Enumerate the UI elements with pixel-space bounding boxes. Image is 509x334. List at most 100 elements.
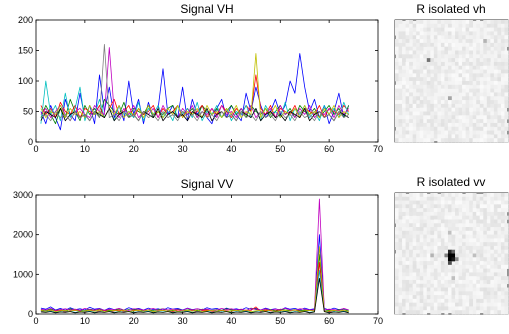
heatmap-cell (405, 249, 410, 254)
heatmap-cell (412, 306, 417, 311)
heatmap-cell (458, 84, 463, 89)
heatmap-cell (412, 96, 417, 101)
heatmap-cell (430, 230, 435, 235)
heatmap-cell (455, 272, 459, 277)
heatmap-cell (465, 119, 470, 124)
heatmap-cell (423, 287, 428, 292)
heatmap-cell (465, 92, 470, 97)
heatmap-cell (419, 77, 424, 82)
heatmap-cell (444, 103, 449, 108)
heatmap-cell (500, 223, 505, 228)
heatmap-cell (465, 261, 470, 266)
heatmap-cell (486, 100, 491, 105)
heatmap-cell (462, 107, 466, 112)
heatmap-cell (433, 193, 438, 198)
heatmap-cell (479, 196, 484, 201)
heatmap-cell (405, 272, 410, 277)
heatmap-cell (493, 245, 498, 251)
heatmap-cell (490, 50, 495, 55)
heatmap-cell (462, 20, 466, 25)
heatmap-cell (483, 54, 488, 59)
heatmap-cell (500, 230, 505, 235)
heatmap-cell (479, 50, 484, 55)
heatmap-cell (455, 306, 459, 311)
heatmap-cell (430, 126, 435, 131)
heatmap-cell (405, 115, 410, 120)
heatmap-cell (423, 42, 428, 47)
heatmap-cell (469, 54, 473, 59)
heatmap-cell (504, 111, 509, 116)
heatmap-cell (504, 249, 509, 254)
heatmap-cell (433, 200, 438, 205)
heatmap-cell (444, 119, 449, 124)
heatmap-cell (504, 42, 509, 47)
x-tick-label: 60 (324, 144, 334, 154)
heatmap-cell (479, 27, 484, 32)
heatmap-cell (472, 134, 477, 139)
heatmap-cell (490, 310, 495, 315)
heatmap-cell (426, 215, 431, 220)
heatmap-cell (412, 238, 417, 243)
heatmap-cell (465, 50, 470, 55)
heatmap-cell (433, 115, 438, 120)
series-line-6 (40, 277, 349, 314)
heatmap-cell (416, 42, 421, 47)
heatmap-cell (500, 42, 505, 47)
heatmap-cell (433, 234, 438, 239)
heatmap-cell (447, 20, 452, 25)
heatmap-cell (500, 84, 505, 89)
heatmap-cell (405, 242, 410, 247)
heatmap-cell (479, 211, 484, 216)
heatmap-cell (412, 65, 417, 70)
heatmap-cell (455, 279, 459, 285)
heatmap-cell (444, 193, 449, 198)
heatmap-cell (486, 92, 491, 97)
y-tick-label: 200 (18, 15, 33, 25)
heatmap-cell (483, 193, 488, 198)
heatmap-cell (472, 253, 477, 258)
heatmap-cell (451, 77, 456, 82)
heatmap-cell (440, 208, 445, 213)
heatmap-cell (440, 130, 445, 135)
heatmap-cell (423, 73, 428, 78)
heatmap-cell (426, 272, 431, 277)
heatmap-cell (479, 92, 484, 97)
heatmap-cell (402, 77, 406, 82)
heatmap-cell (472, 245, 477, 251)
heatmap-cell (500, 103, 505, 108)
heatmap-cell (423, 81, 428, 86)
heatmap-cell (504, 103, 509, 108)
heatmap-cell (398, 122, 403, 128)
heatmap-cell (465, 279, 470, 285)
heatmap-cell (497, 287, 502, 292)
heatmap-cell (412, 100, 417, 105)
heatmap-cell (412, 302, 417, 307)
heatmap-cell (398, 310, 403, 315)
heatmap-cell (462, 61, 466, 67)
heatmap-cell (504, 126, 509, 131)
heatmap-cell (493, 196, 498, 201)
heatmap-cell (490, 115, 495, 120)
heatmap-cell (430, 291, 435, 296)
heatmap-cell (483, 230, 488, 235)
heatmap-cell (483, 81, 488, 86)
series-line-5 (40, 246, 349, 313)
heatmap-cell (458, 234, 463, 239)
heatmap-cell (490, 20, 495, 25)
heatmap-cell (458, 46, 463, 51)
heatmap-cell (437, 31, 442, 36)
heatmap-cell (476, 119, 481, 124)
heatmap-cell (440, 253, 445, 258)
heatmap-cell (455, 107, 459, 112)
heatmap-cell (447, 31, 452, 36)
heatmap-cell (440, 50, 445, 55)
heatmap-cell (497, 298, 502, 303)
heatmap-cell (479, 257, 484, 262)
heatmap-cell (486, 276, 491, 281)
heatmap-cell (490, 291, 495, 296)
heatmap-cell (469, 283, 473, 288)
heatmap-cell (493, 204, 498, 209)
heatmap-cell (440, 268, 445, 273)
heatmap-cell (398, 138, 403, 143)
heatmap-cell (479, 39, 484, 44)
